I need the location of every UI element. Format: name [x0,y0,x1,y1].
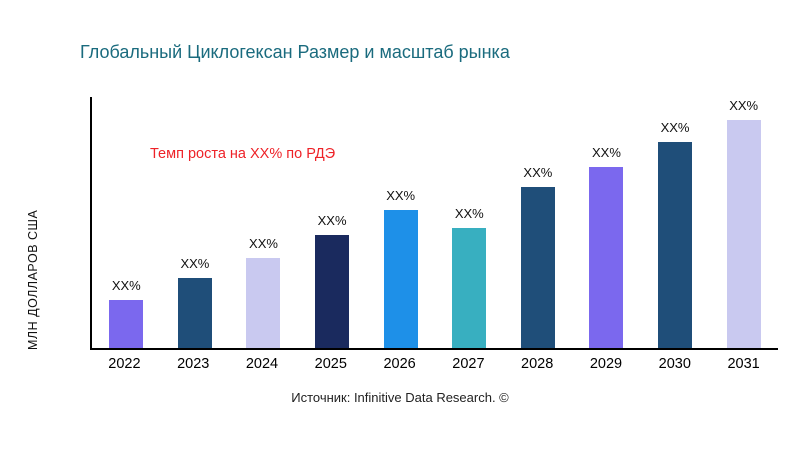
bar-column-2027: XX% [435,97,504,348]
bar-column-2029: XX% [572,97,641,348]
bar-column-2028: XX% [504,97,573,348]
bar-2023 [177,277,212,348]
bar-column-2023: XX% [161,97,230,348]
bar-value-label: XX% [317,213,347,229]
bar-column-2026: XX% [366,97,435,348]
x-tick-2026: 2026 [383,356,416,372]
plot-area: XX% XX% XX% XX% XX% XX% XX% XX% XX% XX% [90,97,778,350]
x-tick-2030: 2030 [658,356,691,372]
bar-2027 [452,227,487,348]
bar-2022 [109,300,144,348]
bar-column-2031: XX% [709,97,778,348]
bar-2028 [520,187,555,348]
bar-2025 [315,235,350,348]
bar-2031 [726,119,761,348]
bar-2026 [383,209,418,348]
bar-column-2022: XX% [92,97,161,348]
x-tick-2031: 2031 [727,356,760,372]
bar-value-label: XX% [660,120,690,136]
x-tick-2028: 2028 [521,356,554,372]
bar-value-label: XX% [180,255,210,271]
bar-value-label: XX% [111,278,141,294]
bar-2024 [246,257,281,348]
y-axis-label: МЛН ДОЛЛАРОВ США [26,209,40,350]
bar-2030 [658,142,693,348]
x-tick-2023: 2023 [177,356,210,372]
bar-value-label: XX% [249,235,278,251]
bar-2029 [589,167,624,348]
x-axis-labels: 2022 2023 2024 2025 2026 2027 2028 2029 2030 2031 [90,356,778,372]
chart-title: Глобальный Циклогексан Размер и масштаб … [80,42,510,62]
x-tick-2025: 2025 [314,356,347,372]
bar-value-label: XX% [454,205,484,221]
bar-column-2024: XX% [229,97,298,348]
x-tick-2029: 2029 [589,356,623,372]
bar-column-2030: XX% [641,97,710,348]
bars-container: XX% XX% XX% XX% XX% XX% XX% XX% XX% XX% [92,97,778,348]
x-tick-2027: 2027 [452,356,485,372]
x-tick-2024: 2024 [245,356,279,372]
bar-value-label: XX% [386,187,416,203]
x-tick-2022: 2022 [108,356,141,372]
growth-rate-annotation: Темп роста на XX% по РДЭ [150,146,336,162]
bar-value-label: XX% [592,145,621,161]
source-caption: Источник: Infinitive Data Research. © [291,390,509,405]
bar-value-label: XX% [523,165,553,181]
bar-column-2025: XX% [298,97,367,348]
bar-value-label: XX% [729,97,759,113]
